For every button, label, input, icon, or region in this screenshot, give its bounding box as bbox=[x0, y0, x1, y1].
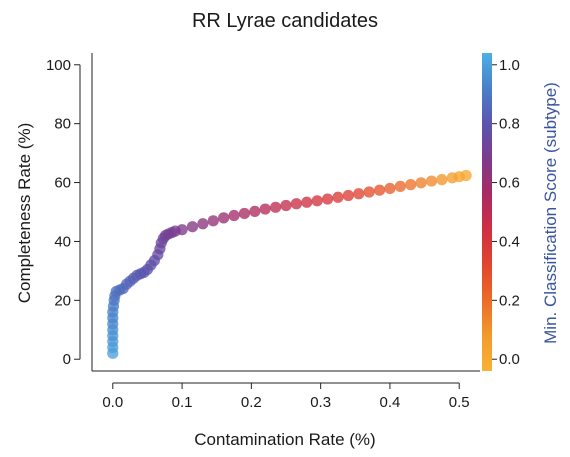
colorbar-tick-label: 0.6 bbox=[499, 175, 520, 192]
y-tick-label: 60 bbox=[54, 175, 71, 192]
data-point bbox=[321, 193, 334, 205]
data-point bbox=[259, 203, 271, 215]
data-point bbox=[436, 174, 448, 186]
x-tick-label: 0.0 bbox=[102, 394, 123, 411]
axes: 0.0 0.1 0.2 0.3 0.4 0.5 0 20 40 60 80 100 bbox=[46, 53, 480, 411]
data-point bbox=[425, 175, 438, 187]
y-tick-label: 0 bbox=[63, 351, 71, 368]
colorbar: 0.0 0.2 0.4 0.6 0.8 1.0 bbox=[482, 53, 520, 371]
data-point bbox=[176, 224, 188, 236]
data-point bbox=[207, 215, 219, 227]
y-axis-label: Completeness Rate (%) bbox=[15, 123, 34, 303]
colorbar-tick-label: 0.8 bbox=[499, 116, 520, 133]
x-tick-label: 0.3 bbox=[310, 394, 331, 411]
colorbar-tick-label: 0.0 bbox=[499, 351, 520, 368]
data-point bbox=[290, 198, 302, 210]
data-point bbox=[342, 189, 354, 202]
colorbar-gradient bbox=[482, 53, 492, 371]
data-point bbox=[415, 177, 427, 189]
data-points bbox=[107, 169, 472, 359]
x-axis-label: Contamination Rate (%) bbox=[194, 430, 375, 449]
data-point bbox=[332, 191, 344, 203]
data-point bbox=[249, 205, 261, 218]
y-tick-label: 20 bbox=[54, 292, 71, 309]
data-point bbox=[186, 221, 199, 233]
data-point bbox=[238, 207, 251, 220]
x-tick-label: 0.2 bbox=[241, 394, 262, 411]
data-point bbox=[218, 212, 230, 224]
x-tick-label: 0.4 bbox=[379, 394, 400, 411]
data-point bbox=[280, 199, 292, 212]
y-tick-label: 100 bbox=[46, 57, 71, 74]
colorbar-tick-label: 0.2 bbox=[499, 292, 520, 309]
data-point bbox=[311, 195, 323, 207]
x-tick-label: 0.5 bbox=[449, 394, 470, 411]
data-point bbox=[197, 218, 209, 230]
colorbar-tick-label: 0.4 bbox=[499, 233, 520, 250]
data-point bbox=[353, 188, 365, 200]
data-point bbox=[460, 169, 472, 182]
chart-title: RR Lyrae candidates bbox=[192, 10, 378, 32]
data-point bbox=[228, 209, 240, 222]
y-tick-label: 80 bbox=[54, 116, 71, 133]
data-point bbox=[384, 182, 396, 195]
y-tick-label: 40 bbox=[54, 233, 71, 250]
data-point bbox=[301, 196, 313, 208]
colorbar-tick-label: 1.0 bbox=[499, 57, 520, 74]
data-point bbox=[363, 186, 375, 198]
data-point bbox=[270, 201, 282, 213]
x-tick-label: 0.1 bbox=[172, 394, 193, 411]
colorbar-label: Min. Classification Score (subtype) bbox=[541, 82, 560, 344]
data-point bbox=[405, 179, 417, 191]
data-point bbox=[394, 180, 406, 192]
data-point bbox=[373, 184, 386, 196]
